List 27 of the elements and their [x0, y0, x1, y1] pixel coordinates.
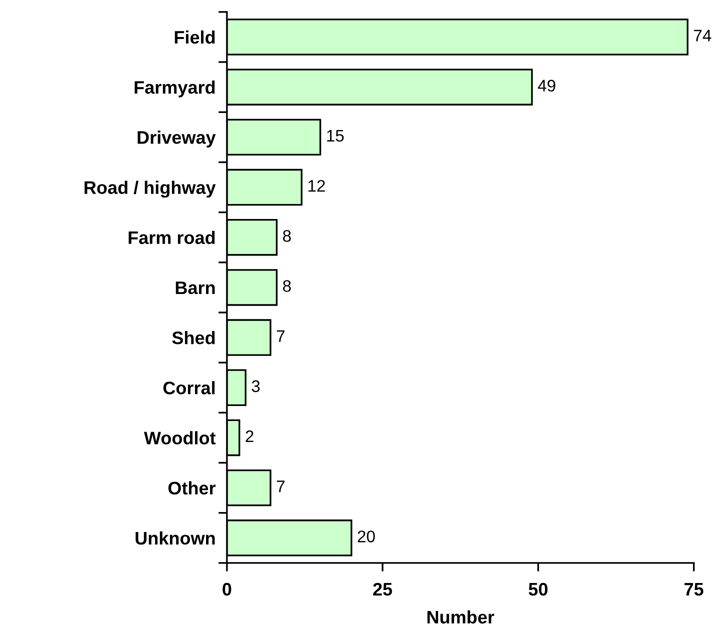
data-label: 74	[694, 30, 712, 42]
data-label: 2	[246, 430, 254, 442]
x-tick-label: 75	[684, 583, 704, 596]
data-label: 8	[283, 230, 291, 242]
y-tick-label: Other	[168, 481, 216, 495]
data-label: 3	[252, 380, 260, 392]
y-tick-label: Road / highway	[84, 180, 216, 198]
data-label: 15	[327, 130, 344, 142]
data-label: 49	[538, 80, 556, 92]
data-label: 7	[276, 480, 284, 492]
y-tick-label: Farmyard	[134, 80, 215, 98]
data-label: 7	[276, 330, 284, 342]
y-tick-label: Barn	[176, 282, 215, 294]
data-label: 8	[283, 280, 291, 292]
y-tick-label: Shed	[172, 331, 215, 344]
x-tick-label: 0	[222, 582, 232, 596]
x-tick-label: 25	[373, 582, 392, 596]
y-tick-label: Unknown	[136, 531, 215, 545]
y-tick-label: Driveway	[138, 130, 216, 148]
y-tick-label: Farm road	[128, 230, 215, 244]
y-tick-label: Woodlot	[144, 431, 216, 444]
y-tick-label: Corral	[163, 381, 215, 394]
x-axis-title: Number	[427, 610, 494, 624]
y-tick-label: Field	[174, 30, 215, 44]
x-tick-label: 50	[528, 582, 548, 596]
data-label: 12	[308, 180, 325, 192]
data-label: 20	[358, 530, 375, 542]
